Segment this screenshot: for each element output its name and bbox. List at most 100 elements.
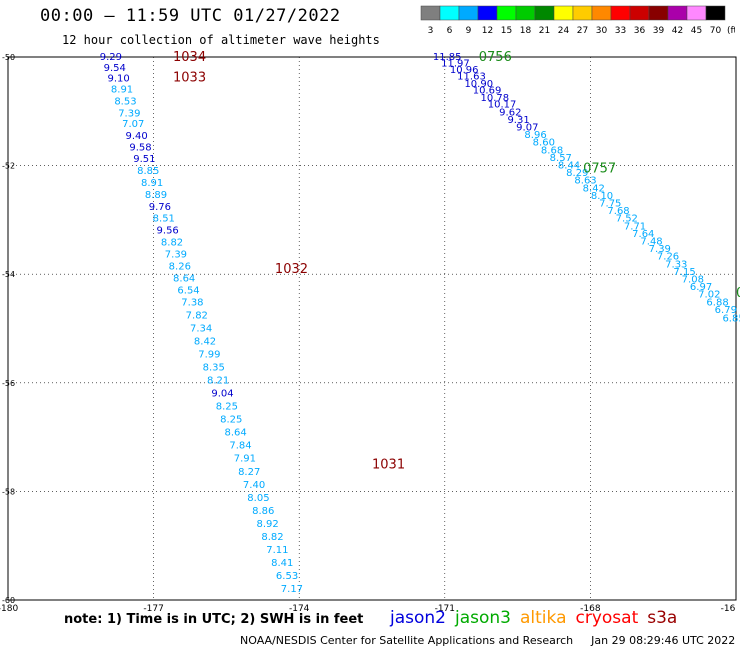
- map-title: 00:00 – 11:59 UTC 01/27/2022: [40, 6, 341, 26]
- lat-tick-label: -54: [2, 270, 15, 279]
- lon-tick-label: -168: [580, 604, 601, 612]
- pass-time-label: 1031: [372, 457, 405, 472]
- wave-height-label: 9.04: [211, 389, 233, 400]
- lat-tick-label: -52: [2, 162, 15, 171]
- wave-height-label: 8.63: [574, 176, 596, 187]
- wave-height-label: 9.51: [133, 154, 155, 165]
- wave-height-label: 8.57: [550, 153, 572, 164]
- wave-height-label: 8.64: [173, 273, 195, 284]
- note-text: note: 1) Time is in UTC; 2) SWH is in fe…: [64, 612, 364, 627]
- wave-height-label: 8.82: [261, 532, 283, 543]
- wave-height-label: 11.85: [433, 52, 462, 63]
- wave-height-label: 7.40: [243, 480, 265, 491]
- wave-height-label: 7.91: [234, 454, 256, 465]
- wave-height-label: 7.15: [673, 267, 695, 278]
- wave-height-label: 6.85: [722, 314, 740, 325]
- scale-label: 39: [653, 26, 665, 36]
- wave-height-label: 7.75: [599, 199, 621, 210]
- wave-height-label: 7.52: [616, 214, 638, 225]
- wave-height-label: 10.69: [473, 86, 502, 97]
- pass-time-label: 1034: [173, 50, 206, 65]
- wave-height-map: -180 -177 -174 -171 -168 -16 -50 -52 -54 -56 -58 -6…: [0, 50, 740, 612]
- pass-time-label: 0: [736, 286, 740, 301]
- wave-height-label: 7.99: [198, 349, 220, 360]
- wave-height-label: 11.97: [441, 58, 470, 69]
- credit-org: NOAA/NESDIS Center for Satellite Applica…: [240, 634, 574, 647]
- pass-time-label: 0757: [583, 161, 616, 176]
- mission-s3a: s3a: [647, 608, 678, 628]
- wave-height-label: 7.64: [632, 229, 654, 240]
- wave-height-label: 10.90: [464, 79, 493, 90]
- wave-height-label: 9.10: [108, 74, 130, 85]
- wave-height-label: 8.42: [583, 183, 605, 194]
- wave-height-label: 9.54: [104, 63, 126, 74]
- wave-height-label: 8.96: [524, 130, 546, 141]
- wave-height-label: 7.17: [281, 584, 303, 595]
- wave-height-label: 7.71: [624, 221, 646, 232]
- wave-height-label: 8.05: [247, 493, 269, 504]
- wave-height-label: 8.21: [207, 376, 229, 387]
- wave-height-label: 6.88: [706, 297, 728, 308]
- scale-label: 3: [428, 26, 434, 36]
- wave-height-label: 6.54: [177, 285, 199, 296]
- lat-tick-label: -56: [2, 379, 15, 388]
- wave-height-label: 10.17: [488, 100, 517, 111]
- wave-height-label: 8.27: [238, 467, 260, 478]
- wave-height-label: 8.91: [141, 178, 163, 189]
- scale-label: 21: [539, 26, 550, 36]
- wave-height-label: 7.39: [165, 250, 187, 261]
- lon-tick-label: -16: [721, 604, 736, 612]
- wave-height-label: 7.08: [682, 275, 704, 286]
- scale-label: 36: [634, 26, 646, 36]
- wave-height-label: 9.56: [157, 226, 179, 237]
- wave-height-label: 8.10: [591, 191, 613, 202]
- wave-height-label: 7.33: [665, 259, 687, 270]
- scale-swatch: [705, 5, 726, 21]
- mission-cryosat: cryosat: [575, 608, 639, 628]
- wave-height-label: 8.86: [252, 506, 274, 517]
- scale-label: 27: [577, 26, 588, 36]
- scale-unit: (ft): [727, 26, 735, 36]
- pass-time-label: 1032: [275, 262, 308, 277]
- wave-height-label: 8.26: [169, 262, 191, 273]
- wave-height-label: 9.40: [125, 131, 147, 142]
- lat-tick-label: -58: [2, 487, 15, 496]
- mission-jason3: jason3: [455, 608, 511, 628]
- wave-height-label: 8.64: [224, 428, 246, 439]
- wave-height-label: 7.82: [186, 310, 208, 321]
- wave-height-label: 7.38: [181, 297, 203, 308]
- wave-height-label: 7.39: [649, 244, 671, 255]
- wave-height-label: 8.42: [194, 336, 216, 347]
- lon-tick-label: -180: [0, 604, 18, 612]
- wave-height-label: 9.29: [100, 52, 122, 63]
- scale-label: 12: [482, 26, 493, 36]
- lat-tick-label: -60: [2, 596, 15, 605]
- wave-height-label: 7.02: [698, 290, 720, 301]
- wave-height-label: 8.89: [145, 190, 167, 201]
- map-subtitle: 12 hour collection of altimeter wave hei…: [62, 33, 380, 47]
- wave-height-label: 8.85: [137, 166, 159, 177]
- scale-label: 9: [466, 26, 472, 36]
- wave-height-label: 8.60: [533, 138, 555, 149]
- wave-height-label: 7.07: [122, 119, 144, 130]
- wave-height-label: 6.97: [690, 282, 712, 293]
- wave-height-label: 8.82: [161, 238, 183, 249]
- wave-height-label: 8.25: [220, 415, 242, 426]
- scale-label: 70: [710, 26, 722, 36]
- wave-height-label: 8.68: [541, 145, 563, 156]
- wave-height-label: 8.25: [216, 402, 238, 413]
- wave-height-label: 8.92: [257, 519, 279, 530]
- scale-label: 6: [447, 26, 453, 36]
- wave-height-label: 7.39: [118, 108, 140, 119]
- wave-height-label: 7.68: [607, 206, 629, 217]
- wave-height-label: 9.31: [507, 115, 529, 126]
- credit-generated: Jan 29 08:29:46 UTC 2022: [591, 634, 736, 647]
- map-frame: [7, 56, 737, 601]
- mission-jason2: jason2: [390, 608, 446, 628]
- wave-height-label: 11.63: [457, 71, 486, 82]
- scale-label: 42: [672, 26, 683, 36]
- wave-height-label: 9.76: [149, 202, 171, 213]
- wave-height-label: 8.35: [203, 363, 225, 374]
- wave-height-label: 9.62: [499, 107, 521, 118]
- pass-time-label: 1033: [173, 71, 206, 86]
